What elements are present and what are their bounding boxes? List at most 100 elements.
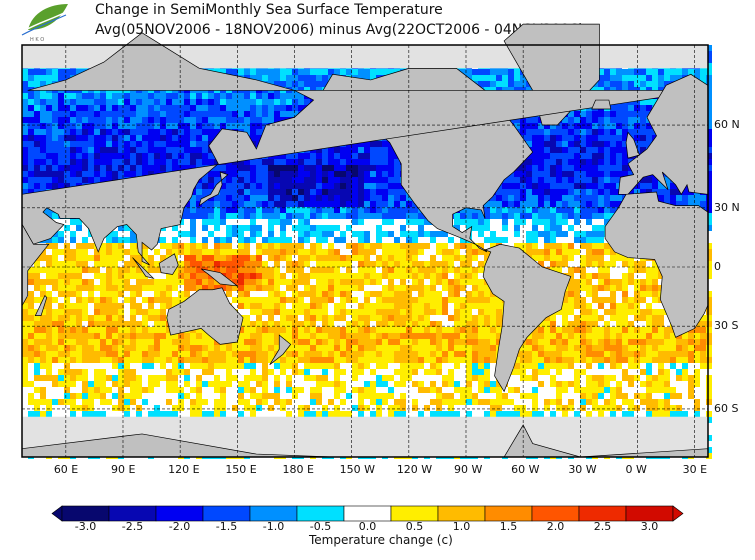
sst-cell <box>556 147 562 153</box>
sst-cell <box>190 273 196 279</box>
sst-cell <box>274 267 280 273</box>
sst-cell <box>250 75 256 81</box>
sst-cell <box>436 285 442 291</box>
sst-cell <box>616 201 622 207</box>
sst-cell <box>376 189 382 195</box>
sst-cell <box>340 177 346 183</box>
sst-cell <box>424 249 430 255</box>
sst-cell <box>166 93 172 99</box>
sst-cell <box>610 279 616 285</box>
sst-cell <box>460 237 466 243</box>
sst-cell <box>232 267 238 273</box>
sst-cell <box>112 261 118 267</box>
sst-cell <box>70 219 76 225</box>
sst-cell <box>226 171 232 177</box>
sst-cell <box>244 177 250 183</box>
sst-cell <box>628 273 634 279</box>
sst-cell <box>88 303 94 309</box>
sst-cell <box>46 183 52 189</box>
sst-cell <box>640 291 646 297</box>
sst-cell <box>208 123 214 129</box>
sst-cell <box>82 99 88 105</box>
sst-cell <box>142 165 148 171</box>
sst-cell <box>706 129 712 135</box>
sst-cell <box>238 93 244 99</box>
sst-cell <box>244 243 250 249</box>
sst-cell <box>64 261 70 267</box>
sst-cell <box>190 219 196 225</box>
sst-cell <box>370 177 376 183</box>
sst-cell <box>604 201 610 207</box>
sst-cell <box>268 273 274 279</box>
sst-cell <box>280 237 286 243</box>
sst-cell <box>454 279 460 285</box>
sst-cell <box>94 291 100 297</box>
sst-cell <box>526 201 532 207</box>
sst-cell <box>484 69 490 75</box>
sst-cell <box>190 135 196 141</box>
sst-cell <box>640 99 646 105</box>
sst-cell <box>706 213 712 219</box>
sst-cell <box>226 117 232 123</box>
sst-cell <box>280 183 286 189</box>
sst-cell <box>196 189 202 195</box>
sst-cell <box>400 249 406 255</box>
sst-cell <box>208 99 214 105</box>
sst-cell <box>22 153 28 159</box>
sst-cell <box>202 105 208 111</box>
sst-cell <box>592 213 598 219</box>
sst-cell <box>586 129 592 135</box>
sst-cell <box>166 147 172 153</box>
sst-cell <box>34 111 40 117</box>
sst-cell <box>298 195 304 201</box>
sst-cell <box>214 219 220 225</box>
sst-cell <box>424 219 430 225</box>
sst-cell <box>574 207 580 213</box>
sst-cell <box>28 183 34 189</box>
sst-cell <box>598 225 604 231</box>
sst-cell <box>466 207 472 213</box>
sst-cell <box>274 243 280 249</box>
sst-cell <box>616 117 622 123</box>
sst-cell <box>250 117 256 123</box>
sst-cell <box>154 129 160 135</box>
sst-cell <box>46 147 52 153</box>
sst-cell <box>574 231 580 237</box>
sst-cell <box>94 117 100 123</box>
sst-cell <box>112 117 118 123</box>
sst-cell <box>568 285 574 291</box>
sst-cell <box>268 237 274 243</box>
sst-cell <box>358 243 364 249</box>
sst-cell <box>388 231 394 237</box>
sst-cell <box>604 153 610 159</box>
sst-cell <box>478 297 484 303</box>
sst-cell <box>610 297 616 303</box>
sst-cell <box>268 267 274 273</box>
sst-cell <box>322 213 328 219</box>
sst-cell <box>178 225 184 231</box>
sst-cell <box>214 267 220 273</box>
sst-cell <box>508 69 514 75</box>
sst-cell <box>202 261 208 267</box>
sst-cell <box>370 267 376 273</box>
sst-cell <box>328 267 334 273</box>
sst-cell <box>106 237 112 243</box>
sst-cell <box>352 171 358 177</box>
sst-cell <box>304 195 310 201</box>
sst-cell <box>388 177 394 183</box>
sst-cell <box>526 243 532 249</box>
sst-cell <box>130 279 136 285</box>
sst-cell <box>322 219 328 225</box>
sst-cell <box>394 201 400 207</box>
sst-cell <box>40 69 46 75</box>
sst-cell <box>634 261 640 267</box>
sst-cell <box>622 285 628 291</box>
sst-cell <box>574 159 580 165</box>
sst-cell <box>202 177 208 183</box>
sst-cell <box>76 225 82 231</box>
sst-cell <box>706 177 712 183</box>
sst-cell <box>262 243 268 249</box>
sst-cell <box>586 123 592 129</box>
sst-cell <box>58 99 64 105</box>
sst-cell <box>46 291 52 297</box>
